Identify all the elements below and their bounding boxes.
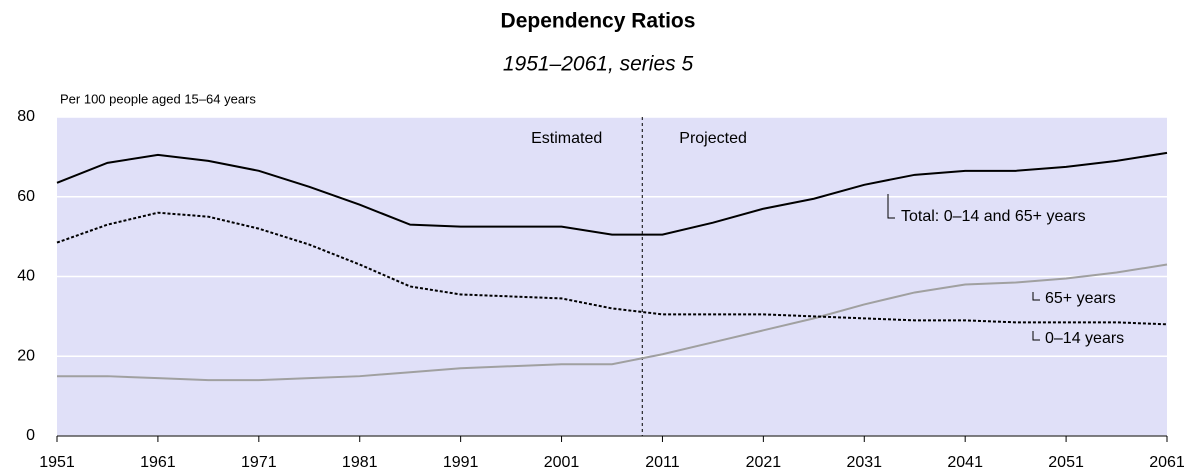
- x-tick-label: 2041: [947, 454, 983, 471]
- x-tick-label: 2061: [1149, 454, 1185, 471]
- chart-subtitle: 1951–2061, series 5: [503, 53, 694, 76]
- series-label: 0–14 years: [1045, 330, 1124, 347]
- series-line: [56, 151, 1168, 236]
- x-tick-label: 1981: [342, 454, 378, 471]
- y-tick-label: 40: [17, 268, 35, 285]
- x-tick-label: 1961: [140, 454, 176, 471]
- x-tick-label: 2031: [846, 454, 882, 471]
- x-tick-label: 1951: [39, 454, 75, 471]
- series-line: [57, 263, 1168, 382]
- label-hook: [1032, 292, 1040, 301]
- series-label: 65+ years: [1045, 290, 1116, 307]
- x-tick-label: 2051: [1048, 454, 1084, 471]
- label-hook: [887, 194, 895, 219]
- chart-title: Dependency Ratios: [501, 10, 696, 33]
- x-tick-label: 2021: [746, 454, 782, 471]
- x-tick-label: 2001: [544, 454, 580, 471]
- y-tick-label: 60: [17, 188, 35, 205]
- x-tick-label: 2011: [645, 454, 680, 471]
- y-axis-label: Per 100 people aged 15–64 years: [60, 91, 256, 106]
- y-tick-label: 0: [26, 427, 35, 444]
- label-hook: [1032, 331, 1040, 341]
- series-label: Total: 0–14 and 65+ years: [901, 208, 1086, 225]
- series-line: [56, 211, 1168, 326]
- y-tick-label: 80: [17, 108, 35, 125]
- annotation: Projected: [679, 130, 747, 147]
- x-tick-label: 1971: [241, 454, 277, 471]
- x-tick-label: 1991: [443, 454, 479, 471]
- annotation: Estimated: [531, 130, 602, 147]
- y-tick-label: 20: [17, 347, 35, 364]
